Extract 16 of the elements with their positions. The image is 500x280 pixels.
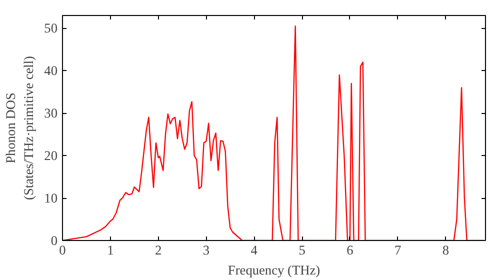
x-tick-label: 2: [154, 242, 162, 258]
y-tick-label: 40: [44, 63, 58, 78]
x-tick-label: 6: [346, 242, 354, 258]
y-tick-label: 20: [44, 148, 58, 164]
x-tick-label: 5: [298, 242, 306, 258]
y-tick-label: 10: [44, 190, 58, 206]
y-tick-label: 0: [50, 233, 58, 248]
y-tick-label: 30: [44, 106, 58, 121]
y-axis-title: Phonon DOS (States/THz·primitive cell): [3, 56, 36, 200]
x-axis-title: Frequency (THz): [228, 262, 320, 278]
x-tick-label: 4: [250, 242, 258, 258]
x-tick-label: 8: [442, 242, 450, 258]
x-tick-label: 1: [107, 242, 114, 258]
x-tick-label: 3: [202, 242, 210, 258]
x-tick-label: 7: [394, 242, 402, 258]
y-tick-label: 50: [44, 20, 58, 36]
